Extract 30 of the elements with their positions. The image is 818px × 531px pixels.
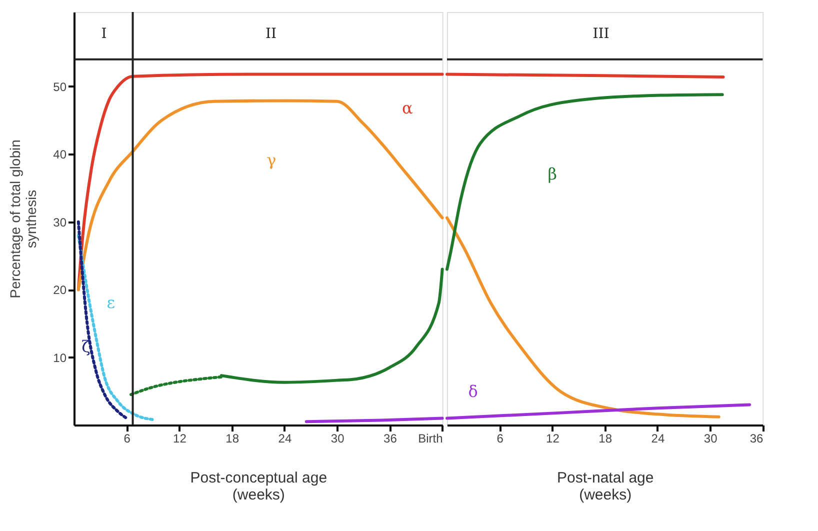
series-label: α <box>402 98 413 118</box>
text: β <box>548 164 557 184</box>
x-tick-label: 30 <box>704 432 718 446</box>
x-tick-label: 24 <box>651 432 665 446</box>
x-axis-title: Post-natal age (weeks) <box>556 470 654 504</box>
x-tick-label: 18 <box>598 432 612 446</box>
series-label: ε <box>106 292 116 312</box>
x-tick-label: 36 <box>750 432 764 446</box>
annotation: I <box>101 26 107 42</box>
x-tick-label: 24 <box>278 432 292 446</box>
y-tick-label: 20 <box>53 283 67 298</box>
x-tick-label: 12 <box>546 432 560 446</box>
x-tick-label: 6 <box>496 432 504 446</box>
y-tick-label: 50 <box>53 80 67 94</box>
annotation: III <box>592 26 610 42</box>
y-axis-title: Percentage of total globin synthesis <box>7 140 40 298</box>
series-label: ζ <box>82 336 91 356</box>
annotation: II <box>265 26 277 42</box>
text: γ <box>266 150 276 170</box>
x-tick-label: 30 <box>330 432 345 446</box>
x-tick-label: 12 <box>173 432 187 446</box>
y-tick-label: 30 <box>53 215 67 230</box>
series-label: δ <box>468 382 478 402</box>
y-tick-label: 10 <box>53 350 67 365</box>
x-tick-label: 36 <box>384 432 398 446</box>
x-tick-label: Birth <box>418 432 443 446</box>
x-axis-title: Post-conceptual age (weeks) <box>190 470 328 504</box>
x-tick-label: 6 <box>124 432 131 446</box>
x-tick-label: 18 <box>226 432 240 446</box>
y-tick-label: 40 <box>53 148 67 162</box>
